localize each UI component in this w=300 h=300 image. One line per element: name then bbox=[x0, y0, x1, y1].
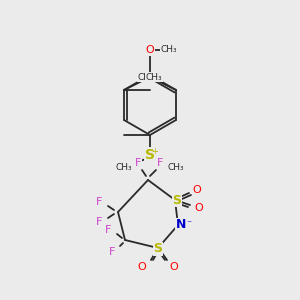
Text: S: S bbox=[172, 194, 182, 206]
Text: F: F bbox=[135, 158, 141, 168]
Text: F: F bbox=[96, 217, 102, 227]
Text: O: O bbox=[146, 45, 154, 55]
Text: O: O bbox=[169, 262, 178, 272]
Text: CH₃: CH₃ bbox=[138, 73, 154, 82]
Text: S: S bbox=[145, 148, 155, 162]
Text: ⁻: ⁻ bbox=[186, 219, 192, 229]
Text: O: O bbox=[195, 203, 203, 213]
Text: F: F bbox=[105, 225, 111, 235]
Text: CH₃: CH₃ bbox=[161, 46, 177, 55]
Text: CH₃: CH₃ bbox=[146, 73, 162, 82]
Text: F: F bbox=[109, 247, 115, 257]
Text: N: N bbox=[176, 218, 186, 232]
Text: F: F bbox=[157, 158, 163, 168]
Text: +: + bbox=[152, 146, 158, 155]
Text: O: O bbox=[193, 185, 201, 195]
Text: F: F bbox=[96, 197, 102, 207]
Text: CH₃: CH₃ bbox=[116, 163, 132, 172]
Text: S: S bbox=[154, 242, 163, 256]
Text: CH₃: CH₃ bbox=[168, 163, 184, 172]
Text: O: O bbox=[138, 262, 146, 272]
